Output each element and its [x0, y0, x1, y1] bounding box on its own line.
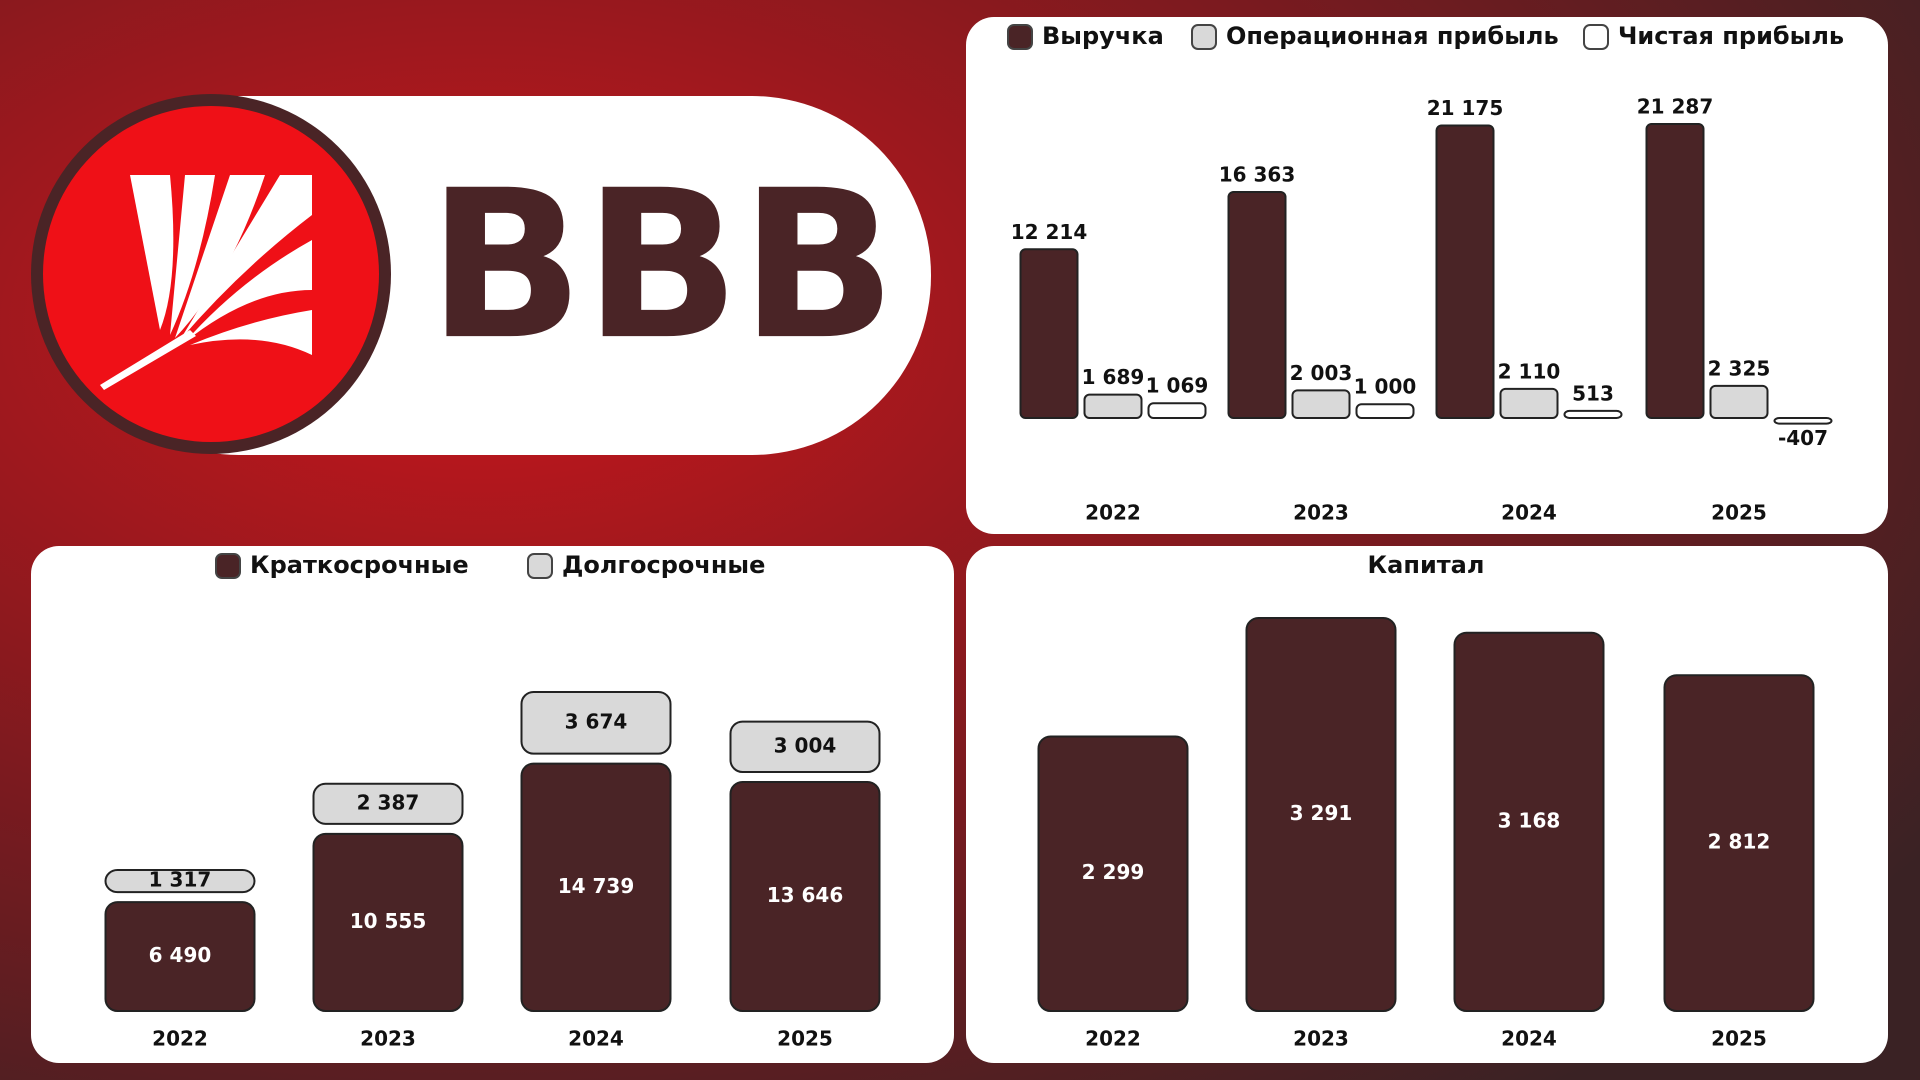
bar-segment: [104, 901, 256, 1013]
bar: [1037, 735, 1189, 1012]
value-label: 3 168: [1498, 808, 1561, 832]
legend-label: Выручка: [1042, 22, 1164, 50]
bar-segment: [104, 868, 256, 894]
value-label: 10 555: [350, 909, 427, 933]
value-label: 3 004: [774, 733, 837, 757]
legend-label: Операционная прибыль: [1226, 22, 1559, 50]
value-label: 14 739: [558, 874, 635, 898]
bar: [1245, 617, 1397, 1012]
bar: [1499, 387, 1559, 420]
bar-segment: [312, 832, 464, 1013]
logo-text: BBB: [428, 147, 897, 385]
panel-income: [966, 17, 1888, 534]
legend-label: Долгосрочные: [562, 551, 765, 579]
bar: [1663, 674, 1815, 1012]
value-label: 1 689: [1082, 365, 1145, 389]
legend-swatch: [1007, 24, 1033, 50]
value-label: 3 674: [565, 709, 628, 733]
value-label: 2 812: [1708, 830, 1771, 854]
x-tick-label: 2025: [1711, 501, 1767, 525]
bar: [1773, 417, 1833, 425]
bar-segment: [729, 720, 881, 773]
bar: [1563, 409, 1623, 419]
bar: [1709, 384, 1769, 420]
value-label: 12 214: [1011, 220, 1088, 244]
bar-segment: [729, 780, 881, 1012]
legend-swatch: [1191, 24, 1217, 50]
bar: [1227, 191, 1287, 419]
x-tick-label: 2023: [360, 1027, 416, 1051]
x-tick-label: 2022: [1085, 1027, 1141, 1051]
x-tick-label: 2024: [1501, 1027, 1557, 1051]
x-tick-label: 2022: [1085, 501, 1141, 525]
bar: [1147, 402, 1207, 420]
value-label: 2 387: [357, 790, 420, 814]
value-label: 1 317: [149, 868, 212, 892]
chart-title: Капитал: [1368, 551, 1485, 579]
value-label: 13 646: [767, 883, 844, 907]
value-label: 21 175: [1427, 96, 1504, 120]
bar-segment: [312, 782, 464, 825]
value-label: 21 287: [1637, 95, 1714, 119]
bar: [1291, 389, 1351, 419]
bar: [1645, 123, 1705, 419]
x-tick-label: 2023: [1293, 1027, 1349, 1051]
value-label: 2 110: [1498, 359, 1561, 383]
bar-segment: [520, 691, 672, 755]
value-label: 2 299: [1082, 860, 1145, 884]
x-tick-label: 2025: [1711, 1027, 1767, 1051]
bar: [1019, 248, 1079, 419]
x-tick-label: 2024: [1501, 501, 1557, 525]
value-label: 6 490: [149, 943, 212, 967]
bar-segment: [520, 762, 672, 1013]
x-tick-label: 2023: [1293, 501, 1349, 525]
bar: [1355, 403, 1415, 419]
panel-debt: [31, 546, 954, 1063]
value-label: 3 291: [1290, 801, 1353, 825]
bar: [1453, 631, 1605, 1012]
legend-swatch: [527, 553, 553, 579]
legend-swatch: [215, 553, 241, 579]
bar: [1083, 393, 1143, 419]
panel-capital: [966, 546, 1888, 1063]
x-tick-label: 2025: [777, 1027, 833, 1051]
logo-emblem: [100, 175, 312, 390]
legend-label: Чистая прибыль: [1618, 22, 1844, 50]
legend-label: Краткосрочные: [250, 551, 469, 579]
bar: [1435, 124, 1495, 420]
value-label: 2 003: [1290, 361, 1353, 385]
value-label: 1 069: [1146, 374, 1209, 398]
value-label: 2 325: [1708, 356, 1771, 380]
value-label: 513: [1572, 381, 1614, 405]
value-label: 1 000: [1354, 375, 1417, 399]
x-tick-label: 2022: [152, 1027, 208, 1051]
x-tick-label: 2024: [568, 1027, 624, 1051]
value-label: 16 363: [1219, 163, 1296, 187]
value-label: -407: [1778, 426, 1828, 450]
legend-swatch: [1583, 24, 1609, 50]
